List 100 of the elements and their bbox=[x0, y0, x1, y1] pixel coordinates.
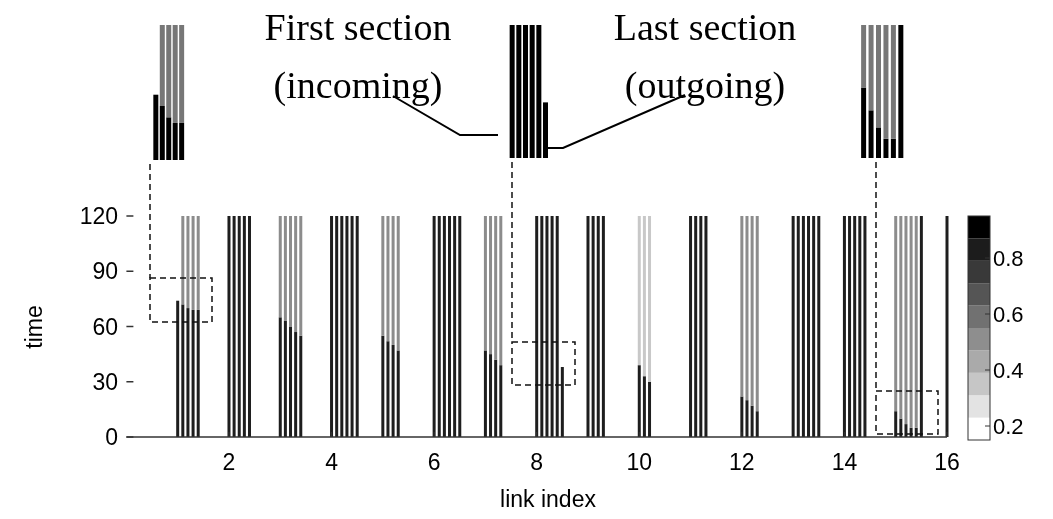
bar bbox=[232, 216, 236, 437]
bar bbox=[181, 216, 185, 305]
bar bbox=[535, 216, 539, 437]
bar bbox=[919, 216, 923, 437]
bar bbox=[899, 216, 903, 419]
bar bbox=[299, 335, 303, 437]
bar bbox=[437, 216, 441, 437]
bar bbox=[853, 216, 857, 437]
bar bbox=[555, 216, 559, 437]
bar bbox=[489, 354, 493, 437]
bar bbox=[196, 216, 200, 310]
bar bbox=[186, 308, 190, 437]
bar bbox=[289, 326, 293, 437]
bar bbox=[186, 216, 190, 309]
bar bbox=[904, 216, 908, 425]
bar bbox=[227, 216, 231, 437]
bar bbox=[176, 300, 180, 437]
bar bbox=[648, 381, 652, 437]
bar bbox=[448, 216, 452, 437]
bar bbox=[642, 216, 646, 377]
bar bbox=[483, 350, 487, 437]
bar bbox=[807, 216, 811, 437]
x-tick-label: 8 bbox=[530, 449, 544, 475]
bar bbox=[745, 400, 749, 437]
bar bbox=[381, 335, 385, 437]
bar bbox=[750, 405, 754, 437]
bar bbox=[945, 216, 949, 437]
bar bbox=[489, 216, 493, 355]
bar bbox=[699, 216, 703, 437]
bar bbox=[391, 344, 395, 437]
bar bbox=[294, 332, 298, 437]
bar bbox=[863, 216, 867, 437]
bar bbox=[637, 365, 641, 437]
bar bbox=[330, 216, 334, 437]
bar bbox=[904, 424, 908, 437]
x-tick-label: 2 bbox=[222, 449, 236, 475]
y-tick-label: 120 bbox=[79, 203, 118, 230]
y-tick-label: 60 bbox=[92, 313, 118, 340]
bar bbox=[791, 216, 795, 437]
bar bbox=[545, 216, 549, 437]
text: Last section (outgoing) bbox=[613, 6, 797, 107]
bar bbox=[299, 216, 303, 336]
bar bbox=[237, 216, 241, 437]
bar bbox=[242, 216, 246, 437]
bar bbox=[494, 216, 498, 360]
x-axis-title: link index bbox=[500, 486, 597, 512]
x-tick-label: 6 bbox=[427, 449, 441, 475]
bar bbox=[283, 216, 287, 321]
bar bbox=[432, 216, 436, 437]
bar bbox=[294, 216, 298, 333]
bar bbox=[894, 216, 898, 412]
bar bbox=[812, 216, 816, 437]
x-tick-label: 10 bbox=[626, 449, 653, 475]
bar bbox=[817, 216, 821, 437]
bar bbox=[796, 216, 800, 437]
bar bbox=[494, 359, 498, 437]
bar bbox=[335, 216, 339, 437]
bar bbox=[914, 216, 918, 428]
bar bbox=[858, 216, 862, 437]
bar bbox=[648, 216, 652, 382]
bar bbox=[750, 216, 754, 406]
bar bbox=[386, 216, 390, 342]
bar bbox=[453, 216, 457, 437]
bar bbox=[355, 216, 359, 437]
color-bar-label: 0.8 bbox=[993, 245, 1024, 271]
x-tick-label: 14 bbox=[831, 449, 858, 475]
bar bbox=[396, 350, 400, 437]
bar bbox=[499, 216, 503, 366]
bar bbox=[745, 216, 749, 401]
color-bar-label: 0.4 bbox=[993, 357, 1024, 383]
bar bbox=[191, 216, 195, 310]
bar bbox=[642, 376, 646, 437]
bar bbox=[909, 216, 913, 428]
bar bbox=[458, 216, 462, 437]
text: First section (incoming) bbox=[264, 6, 452, 107]
bar bbox=[247, 216, 251, 437]
bar bbox=[289, 216, 293, 327]
bar bbox=[191, 309, 195, 437]
bar bbox=[801, 216, 805, 437]
bar bbox=[755, 411, 759, 437]
x-tick-label: 12 bbox=[729, 449, 755, 475]
bar bbox=[560, 367, 564, 437]
bar bbox=[386, 341, 390, 437]
bar bbox=[283, 320, 287, 437]
bar bbox=[381, 216, 385, 336]
bar bbox=[196, 309, 200, 437]
bar bbox=[637, 216, 641, 366]
bar bbox=[755, 216, 759, 412]
bar bbox=[550, 216, 554, 437]
x-tick-label: 16 bbox=[934, 449, 960, 475]
bar bbox=[499, 365, 503, 437]
color-bar-label: 0.6 bbox=[993, 301, 1024, 327]
bar bbox=[278, 216, 282, 318]
bar bbox=[689, 216, 693, 437]
color-bar-label: 0.2 bbox=[993, 413, 1024, 439]
bar bbox=[591, 216, 595, 437]
y-tick-label: 0 bbox=[105, 424, 118, 451]
bar bbox=[345, 216, 349, 437]
bar bbox=[442, 216, 446, 437]
bar bbox=[396, 216, 400, 351]
